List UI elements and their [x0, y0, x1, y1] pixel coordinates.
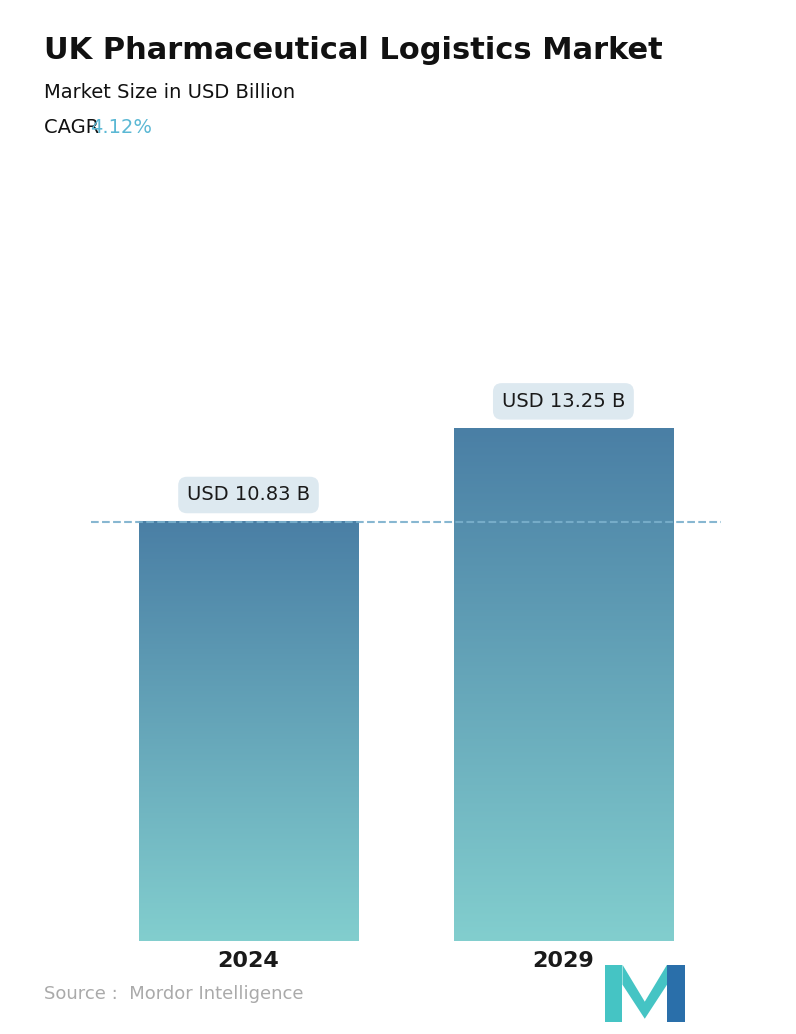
Polygon shape — [622, 965, 667, 1018]
Text: CAGR: CAGR — [44, 118, 105, 136]
Text: Market Size in USD Billion: Market Size in USD Billion — [44, 83, 295, 101]
Text: USD 10.83 B: USD 10.83 B — [187, 486, 310, 505]
Text: USD 13.25 B: USD 13.25 B — [501, 392, 625, 410]
Polygon shape — [667, 965, 685, 1022]
Text: Source :  Mordor Intelligence: Source : Mordor Intelligence — [44, 985, 303, 1003]
Text: 4.12%: 4.12% — [90, 118, 152, 136]
Polygon shape — [605, 965, 622, 1022]
Text: UK Pharmaceutical Logistics Market: UK Pharmaceutical Logistics Market — [44, 36, 662, 65]
